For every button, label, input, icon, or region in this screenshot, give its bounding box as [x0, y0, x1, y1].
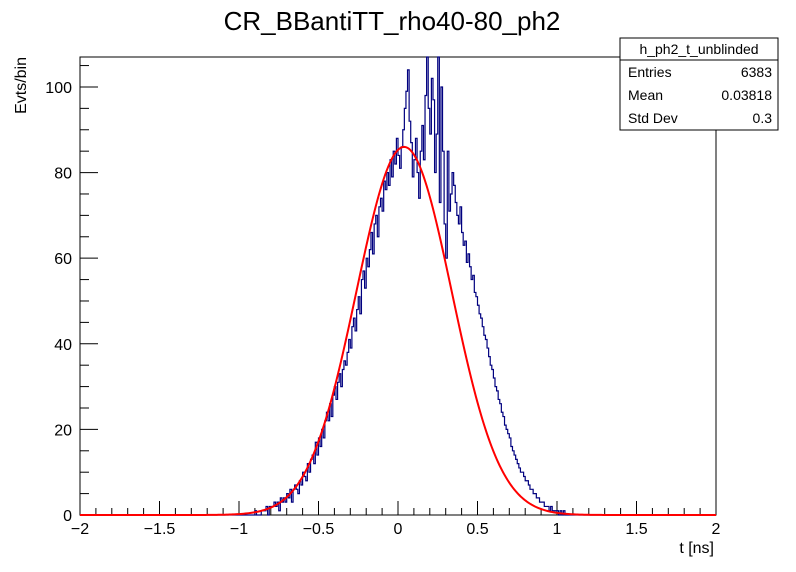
x-tick-label: 0	[394, 521, 403, 538]
x-axis-label: t [ns]	[679, 540, 714, 557]
x-tick-label: −1.5	[144, 521, 176, 538]
histogram-outline	[80, 56, 716, 516]
y-tick-label: 80	[54, 166, 72, 183]
stats-value-mean: 0.03818	[721, 87, 772, 103]
x-tick-label: 0.5	[466, 521, 488, 538]
x-tick-label: 1	[553, 521, 562, 538]
stats-label-stddev: Std Dev	[628, 110, 678, 126]
gaussian-fit-curve	[80, 145, 716, 516]
y-tick-label: 100	[45, 80, 72, 97]
x-axis: −2 −1.5 −1 −0.5 0 0.5 1 1.5 2	[71, 501, 721, 538]
chart-title: CR_BBantiTT_rho40-80_ph2	[224, 6, 561, 36]
y-tick-label: 40	[54, 337, 72, 354]
y-tick-label: 20	[54, 422, 72, 439]
x-tick-label: −1	[230, 521, 248, 538]
y-tick-label: 0	[63, 508, 72, 525]
x-tick-label: −2	[71, 521, 89, 538]
stats-box-title: h_ph2_t_unblinded	[639, 41, 758, 57]
y-axis-label: Evts/bin	[13, 57, 30, 114]
histogram-series	[80, 56, 716, 516]
stats-value-stddev: 0.3	[753, 110, 773, 126]
stats-box-frame	[619, 37, 779, 131]
stats-label-entries: Entries	[628, 64, 672, 80]
y-tick-label: 60	[54, 251, 72, 268]
stats-value-entries: 6383	[741, 64, 772, 80]
stats-label-mean: Mean	[628, 87, 663, 103]
stats-box: h_ph2_t_unblinded Entries 6383 Mean 0.03…	[619, 37, 779, 131]
x-tick-label: 1.5	[625, 521, 647, 538]
x-tick-label: −0.5	[303, 521, 335, 538]
x-tick-label: 2	[712, 521, 721, 538]
y-axis: 0 20 40 60 80 100	[45, 65, 98, 525]
